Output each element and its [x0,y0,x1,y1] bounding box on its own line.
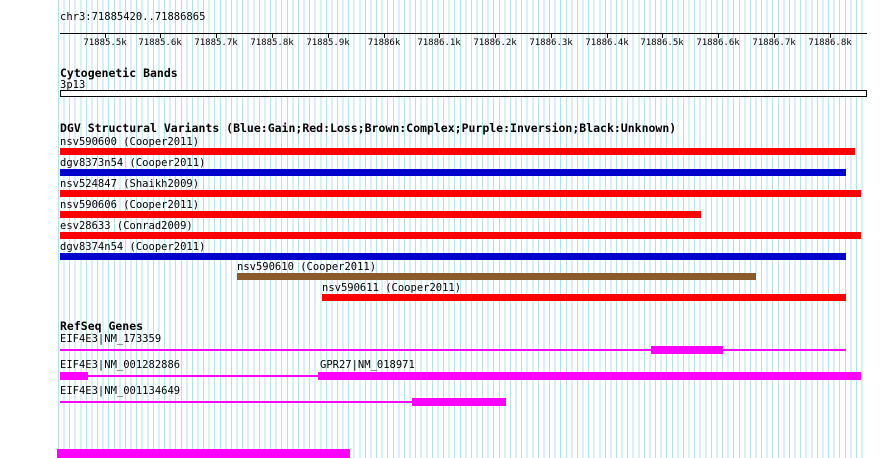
gene-label: EIF4E3|NM_001134649 [60,385,181,397]
ruler-tick-label: 71885.9k [306,38,350,48]
variant-bar-esv28633[interactable] [60,232,861,239]
variant-label-nsv590606: nsv590606 (Cooper2011) [60,199,200,211]
ruler-tick-label: 71886.5k [640,38,684,48]
region-coordinates: chr3:71885420..71886865 [60,11,206,23]
ruler-tick [105,33,106,38]
ruler-tick [160,33,161,38]
cytoband-track[interactable] [60,90,867,97]
ruler-tick-label: 71886.4k [585,38,629,48]
variant-bar-dgv8374n54[interactable] [60,253,846,260]
ruler-tick [272,33,273,38]
gene-label: GPR27|NM_018971 [320,359,415,371]
ruler-tick-label: 71886.8k [808,38,852,48]
variant-label-dgv8373n54: dgv8373n54 (Cooper2011) [60,157,206,169]
variant-label-nsv524847: nsv524847 (Shaikh2009) [60,178,200,190]
variant-label-esv28633: esv28633 (Conrad2009) [60,220,193,232]
ruler-tick [551,33,552,38]
gene-label: EIF4E3|NM_001282886 [60,359,181,371]
ruler-tick [607,33,608,38]
ruler-tick [662,33,663,38]
gene-connector-line[interactable] [60,349,846,351]
gene-exon-block[interactable] [318,372,861,380]
refseq-genes-title: RefSeq Genes [60,319,144,333]
dgv-track-title: DGV Structural Variants (Blue:Gain;Red:L… [60,121,677,135]
ruler-tick-label: 71886.3k [529,38,573,48]
ruler-tick-label: 71886.7k [752,38,796,48]
ruler-axis-line [60,33,867,34]
gene-exon-block[interactable] [412,398,506,406]
ruler-tick-label: 71885.5k [83,38,127,48]
variant-bar-dgv8373n54[interactable] [60,169,846,176]
gene-connector-line[interactable] [88,375,318,377]
variant-label-nsv590610: nsv590610 (Cooper2011) [237,261,377,273]
variant-bar-nsv590606[interactable] [60,211,701,218]
ruler-tick-label: 71886.2k [473,38,517,48]
ruler-tick [830,33,831,38]
ruler-tick-label: 71885.7k [194,38,238,48]
cytogenetic-bands-title: Cytogenetic Bands [60,66,178,80]
ruler-tick-label: 71886.6k [696,38,740,48]
variant-label-nsv590600: nsv590600 (Cooper2011) [60,136,200,148]
grid-background [58,0,867,458]
gene-connector-line[interactable] [60,401,412,403]
ruler-tick [384,33,385,38]
variant-bar-nsv590600[interactable] [60,148,855,155]
ruler-tick [774,33,775,38]
variant-bar-nsv590610[interactable] [237,273,756,280]
variant-label-dgv8374n54: dgv8374n54 (Cooper2011) [60,241,206,253]
gene-label: EIF4E3|NM_173359 [60,333,162,345]
ruler-tick [216,33,217,38]
ruler-tick-label: 71885.6k [138,38,182,48]
ruler-tick-label: 71885.8k [250,38,294,48]
gene-exon-block[interactable] [60,372,88,380]
gene-exon-block[interactable] [651,346,723,354]
variant-bar-nsv524847[interactable] [60,190,861,197]
ruler-tick [718,33,719,38]
ruler-tick-label: 71886.1k [417,38,461,48]
cytoband-label: 3p13 [60,79,86,91]
variant-bar-nsv590611[interactable] [322,294,846,301]
partial-feature-bar[interactable] [57,449,350,458]
ruler-tick [495,33,496,38]
ruler-tick-label: 71886k [367,38,401,48]
ruler-tick [328,33,329,38]
variant-label-nsv590611: nsv590611 (Cooper2011) [322,282,462,294]
ruler-tick [439,33,440,38]
